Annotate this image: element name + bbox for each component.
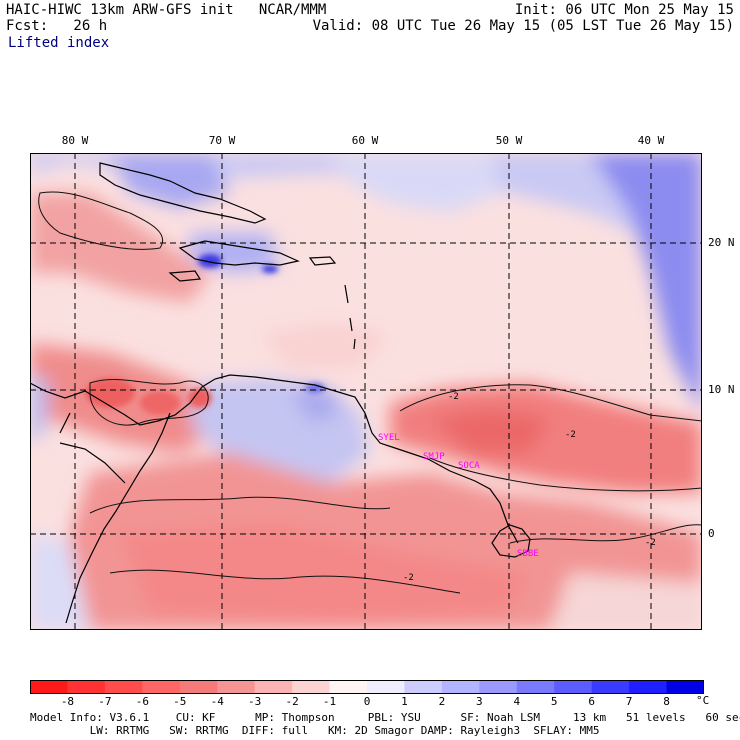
colorbar-tick-label: -3 [248,695,262,708]
station-label-sbbe: SBBE [517,549,539,559]
colorbar-tick-label: -6 [135,695,149,708]
colorbar-tick-label: 7 [625,695,633,708]
colorbar-swatch [329,680,368,694]
valid-time: Valid: 08 UTC Tue 26 May 15 (05 LST Tue … [312,18,734,34]
colorbar-swatch [629,680,668,694]
lon-label-60w: 60 W [351,134,379,147]
colorbar-tick-label: -1 [322,695,337,708]
lat-label-0: 0 [708,527,715,540]
graticule [30,153,702,630]
map-frame [30,153,702,630]
forecast-hour: Fcst: 26 h [6,18,108,34]
colorbar-unit: °C [696,694,710,707]
colorbar-tick-label: -5 [173,695,187,708]
colorbar-swatch [142,680,181,694]
colorbar-swatch [217,680,256,694]
colorbar-swatch [367,680,405,694]
colorbar-tick-label: 6 [588,695,595,708]
colorbar-tick-label: -7 [98,695,112,708]
station-label-soca: SOCA [458,461,480,471]
colorbar-swatch [591,680,630,694]
colorbar-swatch [30,680,68,694]
colorbar-tick-label: 3 [476,695,483,708]
colorbar-swatch [292,680,331,694]
colorbar-tick-label: 0 [363,695,371,708]
colorbar-swatch [179,680,218,694]
colorbar-swatch [441,680,480,694]
model-info-line2: LW: RRTMG SW: RRTMG DIFF: full KM: 2D Sm… [30,724,600,737]
init-time: Init: 06 UTC Mon 25 May 15 [514,2,734,18]
colorbar-tick-label: -8 [60,695,75,708]
station-label-smjp: SMJP [423,452,445,462]
contour-label: -2 [448,392,459,402]
lat-label-20n: 20 N [708,236,735,249]
lon-label-40w: 40 W [637,134,665,147]
field-name: Lifted index [8,35,110,51]
colorbar-swatch [516,680,555,694]
contour-label: -2 [645,538,656,548]
colorbar-swatch [254,680,293,694]
colorbar-tick-label: 4 [513,695,521,708]
colorbar-frame [30,680,704,694]
colorbar-tick-label: 2 [438,695,446,708]
chart-title: HAIC-HIWC 13km ARW-GFS init NCAR/MMM [6,2,327,18]
colorbar [30,680,704,694]
colorbar-tick-label: 1 [401,695,408,708]
colorbar-swatch [404,680,443,694]
contour-label: -2 [565,430,576,440]
lon-label-70w: 70 W [208,134,236,147]
colorbar-tick-label: 5 [550,695,558,708]
lat-label-10n: 10 N [708,383,735,396]
colorbar-swatch [479,680,518,694]
lon-label-80w: 80 W [61,134,89,147]
colorbar-swatch [554,680,593,694]
contour-lines [38,191,702,594]
lifted-index-map: -2 -2 -2 -2 SYEL SMJP SOCA SBBE [30,153,702,630]
colorbar-tick-label: 8 [663,695,670,708]
colorbar-swatch [104,680,143,694]
colorbar-tick-label: -2 [285,695,299,708]
station-label-syel: SYEL [378,433,400,443]
lon-label-50w: 50 W [495,134,523,147]
shaded-field [30,153,702,630]
model-info-line1: Model Info: V3.6.1 CU: KF MP: Thompson P… [30,711,740,724]
colorbar-swatch [67,680,106,694]
colorbar-tick-label: -4 [210,695,224,708]
colorbar-swatch [666,680,704,694]
coastlines [30,162,531,624]
contour-label: -2 [403,573,414,583]
